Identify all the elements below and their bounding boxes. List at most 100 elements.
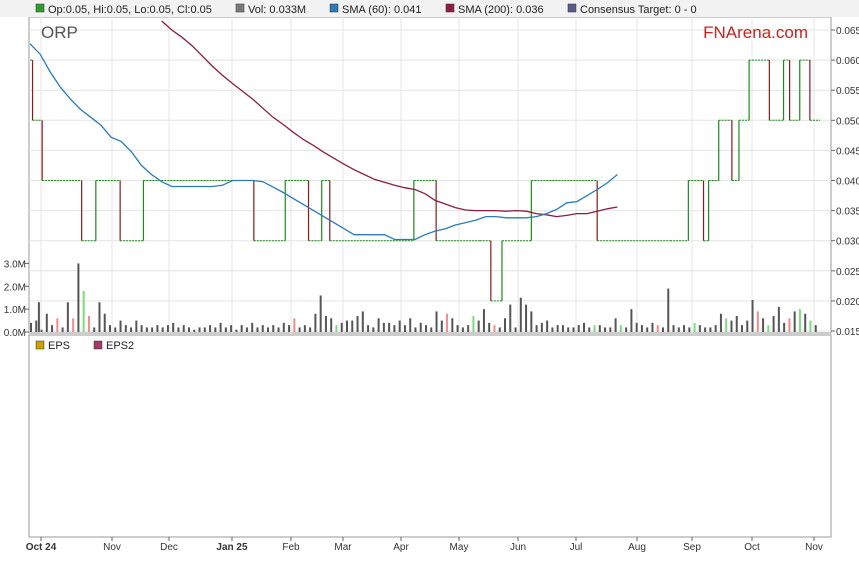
volume-tick-label: 2.0M (4, 282, 26, 293)
eps-swatch (35, 340, 45, 350)
price-tick-label: 0.060 (836, 56, 859, 67)
volume-bar (330, 318, 333, 332)
volume-tick-label: 3.0M (4, 259, 26, 270)
volume-bar (214, 327, 217, 332)
volume-bar (767, 325, 770, 332)
volume-bar (40, 329, 43, 332)
volume-bars (30, 263, 817, 332)
volume-bar (340, 322, 343, 332)
volume-bar (124, 325, 127, 332)
volume-bar (251, 322, 254, 332)
volume-bar (804, 313, 807, 332)
volume-bar (788, 318, 791, 332)
volume-bar (51, 325, 54, 332)
volume-bar (614, 318, 617, 332)
volume-bar (467, 325, 470, 332)
volume-bar (219, 322, 222, 332)
volume-bar (261, 325, 264, 332)
volume-bar (461, 327, 464, 332)
volume-bar (656, 325, 659, 332)
volume-bar (719, 313, 722, 332)
volume-bar (493, 325, 496, 332)
volume-bar (482, 309, 485, 332)
volume-bar (509, 304, 512, 332)
legend-sma60: SMA (60): 0.041 (342, 4, 422, 16)
volume-bar (66, 302, 69, 332)
volume-bar (119, 320, 122, 332)
legend-sma200: SMA (200): 0.036 (458, 4, 544, 16)
volume-bar (477, 320, 480, 332)
volume-bar (556, 325, 559, 332)
price-tick-label: 0.065 (836, 26, 859, 37)
volume-bar (456, 325, 459, 332)
legend-eps2: EPS2 (106, 340, 134, 352)
volume-bar (704, 327, 707, 332)
volume-bar (109, 325, 111, 332)
volume-bar (93, 327, 96, 332)
volume-bar (525, 304, 528, 332)
volume-bar (488, 322, 491, 332)
price-tick-label: 0.040 (836, 177, 859, 188)
volume-bar (130, 327, 133, 332)
volume-bar (114, 327, 117, 332)
volume-bar (730, 320, 733, 332)
volume-bar (240, 325, 243, 332)
volume-bar (714, 325, 717, 332)
volume-bar (303, 325, 306, 332)
volume-bar (440, 320, 443, 332)
volume-bar (535, 325, 538, 332)
volume-bar (762, 318, 765, 332)
volume-bar (382, 322, 385, 332)
volume-bar (446, 313, 449, 332)
price-axis: 0.065 0.060 0.055 0.050 0.045 0.040 0.035 0.030… (831, 26, 859, 338)
volume-bar (451, 318, 454, 332)
volume-bar (351, 320, 354, 332)
volume-bar (756, 311, 759, 332)
volume-bar (372, 327, 375, 332)
volume-bar (298, 327, 301, 332)
volume-bar (572, 327, 575, 332)
volume-bar (188, 327, 190, 332)
volume-bar (409, 318, 412, 332)
volume-bar (551, 327, 554, 332)
volume-bar (361, 311, 364, 332)
price-tick-label: 0.035 (836, 207, 859, 218)
brand-label: FNArena.com (703, 23, 808, 42)
price-tick-label: 0.055 (836, 86, 859, 97)
volume-bar (82, 290, 85, 332)
volume-bar (388, 322, 391, 332)
volume-bar (37, 302, 40, 332)
volume-bar (356, 316, 359, 332)
volume-bar (256, 327, 259, 332)
sma200-swatch (445, 3, 455, 13)
volume-bar (604, 327, 607, 332)
volume-bar (561, 325, 564, 332)
volume-bar (630, 309, 633, 332)
legend-ohlc: Op:0.05, Hi:0.05, Lo:0.05, Cl:0.05 (48, 4, 212, 16)
volume-bar (98, 302, 101, 332)
time-tick-label: Jul (570, 542, 583, 553)
volume-bar (45, 313, 48, 332)
volume-bar (635, 322, 638, 332)
volume-bar (87, 316, 90, 332)
time-tick-label: Nov (805, 542, 823, 553)
volume-bar (140, 325, 143, 332)
volume-bar (772, 316, 775, 332)
legend-bar (0, 0, 859, 17)
volume-bar (398, 320, 401, 332)
volume-bar (609, 327, 612, 332)
legend-eps: EPS (48, 340, 70, 352)
time-tick-label: Feb (282, 542, 300, 553)
volume-bar (625, 327, 628, 332)
price-tick-label: 0.030 (836, 237, 859, 248)
volume-bar (698, 325, 701, 332)
volume-bar (161, 327, 164, 332)
volume-bar (151, 327, 154, 332)
volume-axis: 3.0M 2.0M 1.0M 0.0M (4, 259, 29, 339)
time-tick-label: May (450, 542, 469, 553)
volume-bar (166, 325, 169, 332)
volume-bar (809, 320, 812, 332)
time-tick-label: Dec (160, 542, 178, 553)
volume-bar (77, 263, 80, 332)
